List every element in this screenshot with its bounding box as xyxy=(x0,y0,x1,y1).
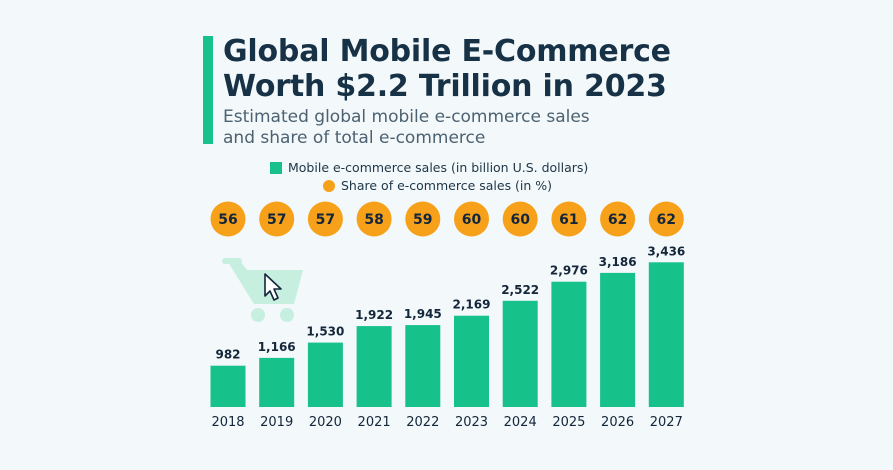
x-tick-label-2026: 2026 xyxy=(601,415,634,430)
share-value-label-2018: 56 xyxy=(218,212,237,228)
share-circle-2027 xyxy=(648,201,684,237)
page-title-line-2: Worth $2.2 Trillion in 2023 xyxy=(223,69,667,104)
share-circle-2021 xyxy=(356,201,392,237)
x-tick-label-2021: 2021 xyxy=(358,415,391,430)
bar-value-label-2026: 3,186 xyxy=(599,255,637,269)
page-title-line-1: Global Mobile E-Commerce xyxy=(223,34,671,69)
bar-2019 xyxy=(259,357,295,407)
share-value-label-2027: 62 xyxy=(657,212,676,228)
share-circle-2019 xyxy=(259,201,295,237)
title-accent-bar xyxy=(203,36,213,144)
page-subtitle-line-1: Estimated global mobile e-commerce sales xyxy=(223,107,590,127)
legend-item-share: Share of e-commerce sales (in %) xyxy=(323,178,552,193)
share-value-label-2024: 60 xyxy=(510,212,530,228)
share-value-label-2026: 62 xyxy=(608,212,627,228)
bar-value-label-2018: 982 xyxy=(215,348,240,362)
share-circle-2018 xyxy=(210,201,246,237)
legend-label-sales: Mobile e-commerce sales (in billion U.S.… xyxy=(288,160,589,175)
bar-value-label-2025: 2,976 xyxy=(550,264,588,278)
bar-2020 xyxy=(307,342,343,407)
bar-2021 xyxy=(356,326,392,407)
bar-2026 xyxy=(600,272,636,407)
cursor-icon xyxy=(264,273,282,301)
x-tick-label-2022: 2022 xyxy=(406,415,439,430)
bar-2022 xyxy=(405,325,441,407)
bar-2018 xyxy=(210,365,246,407)
cart-wheel-icon xyxy=(251,308,265,322)
bar-value-label-2020: 1,530 xyxy=(306,325,344,339)
bar-value-label-2022: 1,945 xyxy=(404,307,442,321)
bar-labels-group: 982 1,166 1,530 1,922 1,945 2,169 2,522 2,976 3,… xyxy=(215,244,685,361)
legend-swatch-share xyxy=(323,179,335,192)
share-value-label-2022: 59 xyxy=(413,212,432,228)
bar-value-label-2027: 3,436 xyxy=(647,244,685,258)
shopping-cart-with-cursor-icon xyxy=(222,258,303,322)
bar-2025 xyxy=(551,281,587,407)
share-circle-2020 xyxy=(307,201,343,237)
bar-value-label-2024: 2,522 xyxy=(501,283,539,297)
x-tick-label-2018: 2018 xyxy=(211,415,244,430)
x-tick-label-2027: 2027 xyxy=(650,415,683,430)
bar-value-label-2019: 1,166 xyxy=(258,340,296,354)
share-circle-2023 xyxy=(454,201,489,237)
share-value-label-2025: 61 xyxy=(559,212,578,228)
cart-handle-icon xyxy=(222,258,242,264)
legend-swatch-sales xyxy=(270,161,282,174)
year-labels-group: 2018 2019 2020 2021 2022 2023 2024 2025 2026 2027 xyxy=(211,415,682,430)
share-circle-2022 xyxy=(405,201,441,237)
share-value-label-2021: 58 xyxy=(364,212,383,228)
legend-item-sales: Mobile e-commerce sales (in billion U.S.… xyxy=(270,160,588,175)
page-subtitle-line-2: and share of total e-commerce xyxy=(223,128,486,148)
bar-value-label-2021: 1,922 xyxy=(355,308,393,322)
x-tick-label-2020: 2020 xyxy=(309,415,342,430)
share-circle-2024 xyxy=(502,201,538,237)
x-tick-label-2024: 2024 xyxy=(504,415,537,430)
bar-2024 xyxy=(502,300,538,407)
share-value-label-2019: 57 xyxy=(267,212,286,228)
share-circle-2026 xyxy=(600,201,636,237)
bars-group xyxy=(210,262,684,407)
share-circle-2025 xyxy=(551,201,587,237)
share-circles-group: 56 57 57 58 59 60 60 61 62 62 xyxy=(210,201,684,237)
bar-2023 xyxy=(454,315,489,407)
x-tick-label-2023: 2023 xyxy=(455,415,488,430)
bar-value-label-2023: 2,169 xyxy=(453,298,491,312)
cart-wheel-icon xyxy=(280,308,294,322)
bar-2027 xyxy=(648,262,684,407)
legend-label-share: Share of e-commerce sales (in %) xyxy=(341,178,553,193)
share-value-label-2020: 57 xyxy=(316,212,335,228)
x-tick-label-2025: 2025 xyxy=(552,415,585,430)
x-tick-label-2019: 2019 xyxy=(260,415,293,430)
share-value-label-2023: 60 xyxy=(462,212,482,228)
